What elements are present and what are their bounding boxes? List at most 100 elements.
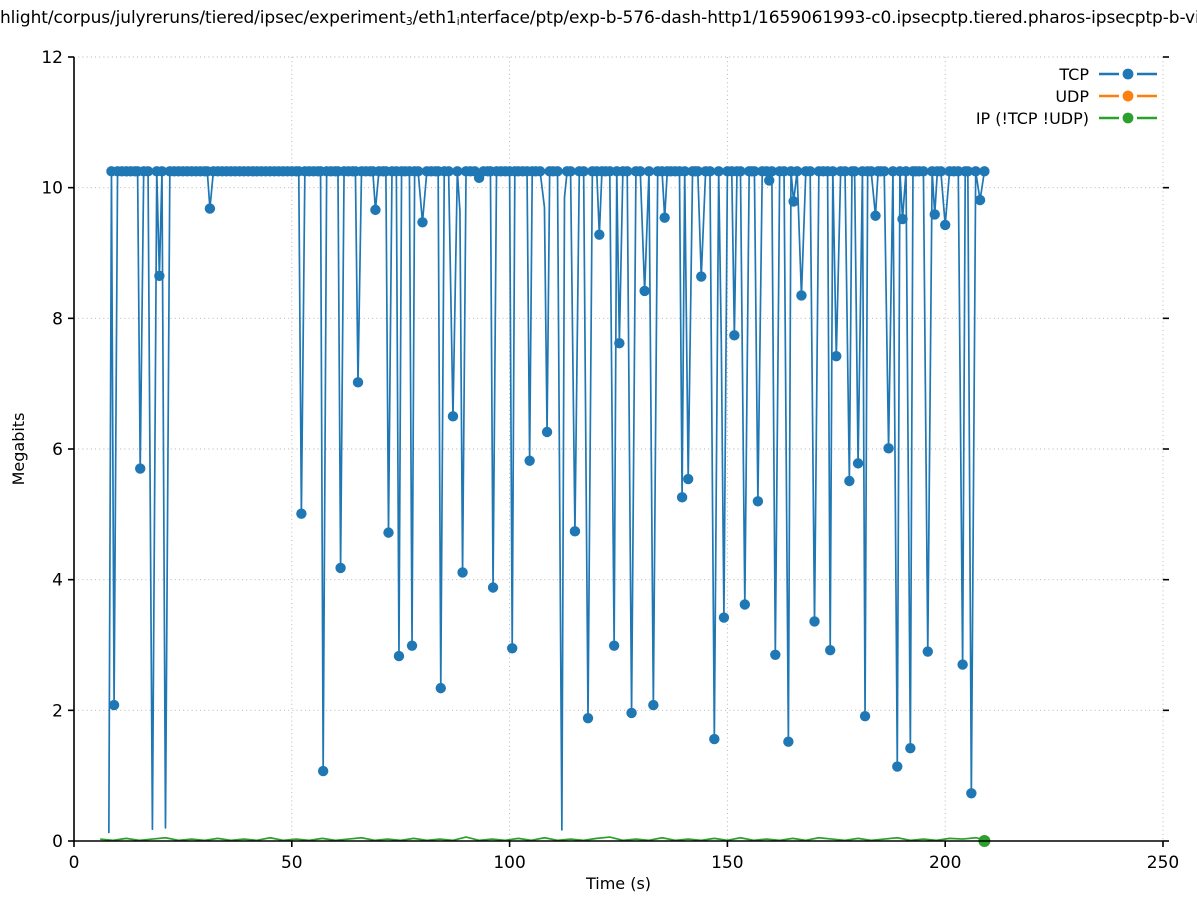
- data-point: [735, 166, 746, 177]
- data-point: [417, 217, 428, 228]
- data-point: [764, 175, 775, 186]
- data-point: [457, 567, 468, 578]
- data-point: [676, 492, 688, 503]
- data-point: [142, 166, 154, 177]
- data-point: [608, 640, 620, 651]
- data-point: [204, 203, 216, 214]
- data-point: [412, 166, 424, 177]
- data-point: [692, 166, 703, 177]
- data-point: [370, 204, 381, 216]
- data-point: [108, 699, 120, 711]
- legend-marker: [1122, 112, 1134, 124]
- x-tick-label: 0: [69, 853, 80, 873]
- data-point: [569, 526, 581, 537]
- data-point: [507, 643, 518, 654]
- legend-label: UDP: [1055, 87, 1089, 106]
- data-point: [791, 166, 803, 177]
- data-point: [788, 196, 799, 207]
- x-tick-label: 200: [929, 853, 961, 873]
- data-point: [709, 733, 720, 745]
- chart-title: hlight/corpus/julyreruns/tiered/ipsec/ex…: [0, 8, 1197, 28]
- x-axis-label: Time (s): [585, 874, 651, 893]
- y-tick-label: 6: [52, 440, 63, 460]
- data-point: [979, 166, 990, 177]
- data-point: [135, 463, 146, 474]
- data-point: [905, 743, 916, 754]
- data-point: [974, 194, 986, 206]
- data-point: [804, 166, 816, 177]
- y-tick-label: 2: [52, 701, 63, 721]
- data-point: [639, 285, 650, 297]
- data-point: [552, 166, 563, 177]
- data-point: [578, 166, 589, 177]
- data-point: [796, 290, 807, 301]
- data-point: [524, 455, 535, 466]
- series-tcp: [106, 166, 990, 834]
- legend-label: TCP: [1058, 65, 1089, 84]
- data-series: [100, 166, 991, 847]
- data-point: [541, 426, 553, 438]
- y-tick-label: 10: [41, 179, 63, 199]
- data-point: [393, 650, 405, 662]
- data-point: [957, 659, 968, 670]
- data-point: [859, 711, 871, 722]
- data-point: [443, 166, 454, 177]
- data-point: [783, 736, 794, 747]
- data-point: [659, 212, 670, 223]
- legend-item-udp[interactable]: UDP: [1055, 87, 1157, 106]
- data-point: [435, 682, 446, 694]
- x-tick-label: 100: [493, 853, 525, 873]
- chart-title-prefix: hlight/corpus/julyreruns/tiered/ipsec/ex…: [0, 8, 406, 28]
- data-point: [766, 166, 778, 177]
- data-point: [970, 166, 981, 177]
- data-point: [447, 411, 459, 422]
- legend-marker: [1122, 90, 1134, 102]
- legend-item-tcp[interactable]: TCP: [1058, 65, 1157, 84]
- data-point: [849, 166, 860, 177]
- chart-legend[interactable]: TCP UDP IP (!TCP !UDP): [976, 65, 1157, 128]
- chart-title-sub-i: i: [456, 15, 460, 28]
- data-point: [825, 645, 836, 656]
- legend-marker: [1122, 68, 1134, 80]
- data-point: [626, 707, 637, 719]
- x-tick-label: 50: [281, 853, 303, 873]
- data-point: [879, 166, 890, 177]
- y-tick-label: 0: [52, 832, 63, 852]
- chart-title-mid: /eth1: [412, 8, 457, 28]
- data-point: [582, 712, 594, 724]
- data-point: [935, 166, 947, 177]
- data-point: [594, 229, 605, 240]
- data-point: [679, 166, 690, 177]
- series-line: [100, 836, 985, 842]
- legend-item-ip-tcp-udp[interactable]: IP (!TCP !UDP): [976, 109, 1157, 128]
- data-point: [749, 166, 760, 177]
- data-point: [962, 166, 974, 177]
- data-point: [635, 166, 646, 177]
- data-point: [770, 649, 781, 660]
- data-point: [565, 166, 576, 177]
- x-tick-label: 150: [711, 853, 743, 873]
- data-point: [966, 788, 977, 799]
- data-point: [940, 219, 951, 231]
- series-ip-tcp-udp: [100, 836, 985, 842]
- data-point: [317, 765, 329, 777]
- data-point: [870, 210, 881, 221]
- data-point: [739, 599, 751, 610]
- legend-label: IP (!TCP !UDP): [976, 109, 1089, 128]
- data-point: [648, 699, 659, 711]
- data-point: [614, 337, 625, 349]
- y-tick-label: 12: [41, 48, 63, 68]
- axes: 0 2 4 6 8 10 12 0 50 100 150 200 250 Time (s) Megabits: [9, 48, 1179, 893]
- data-point: [154, 270, 165, 282]
- data-point: [809, 616, 820, 627]
- data-point: [352, 377, 364, 388]
- data-point: [883, 443, 894, 454]
- chart-title-sub-3: 3: [405, 15, 413, 28]
- data-point: [844, 475, 855, 487]
- y-tick-label: 8: [52, 309, 63, 329]
- y-tick-label: 4: [52, 571, 63, 591]
- data-point: [892, 761, 903, 772]
